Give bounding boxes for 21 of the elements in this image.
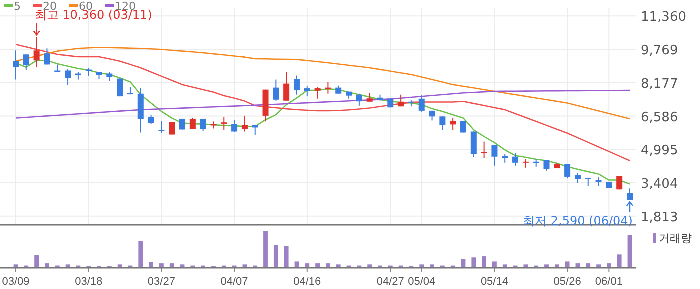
- x-tick-label: 05/04: [408, 276, 436, 288]
- y-tick-label: 6,586: [641, 110, 678, 126]
- y-tick-label: 1,813: [641, 210, 678, 226]
- x-tick-label: 04/16: [294, 276, 322, 288]
- legend-label: 거래량: [659, 232, 692, 245]
- y-tick-label: 8,177: [641, 76, 678, 92]
- x-tick-label: 06/01: [595, 276, 623, 288]
- y-tick-label: 11,360: [641, 10, 686, 26]
- x-tick-label: 03/09: [2, 276, 30, 288]
- legend-label: 5: [14, 0, 21, 13]
- x-tick-label: 05/14: [480, 276, 508, 288]
- y-tick-label: 4,995: [641, 144, 678, 159]
- x-tick-label: 04/27: [376, 276, 404, 288]
- x-tick-label: 03/18: [75, 276, 103, 288]
- x-tick-label: 04/07: [220, 276, 248, 288]
- x-tick-label: 03/27: [148, 276, 176, 288]
- annotation: 최저 2,590 (06/04): [523, 201, 634, 228]
- annotation: 최저 2,590 (06/04): [523, 214, 633, 228]
- y-tick-label: 3,404: [641, 176, 678, 192]
- x-tick-label: 05/26: [554, 276, 582, 288]
- y-tick-label: 9,769: [641, 44, 678, 59]
